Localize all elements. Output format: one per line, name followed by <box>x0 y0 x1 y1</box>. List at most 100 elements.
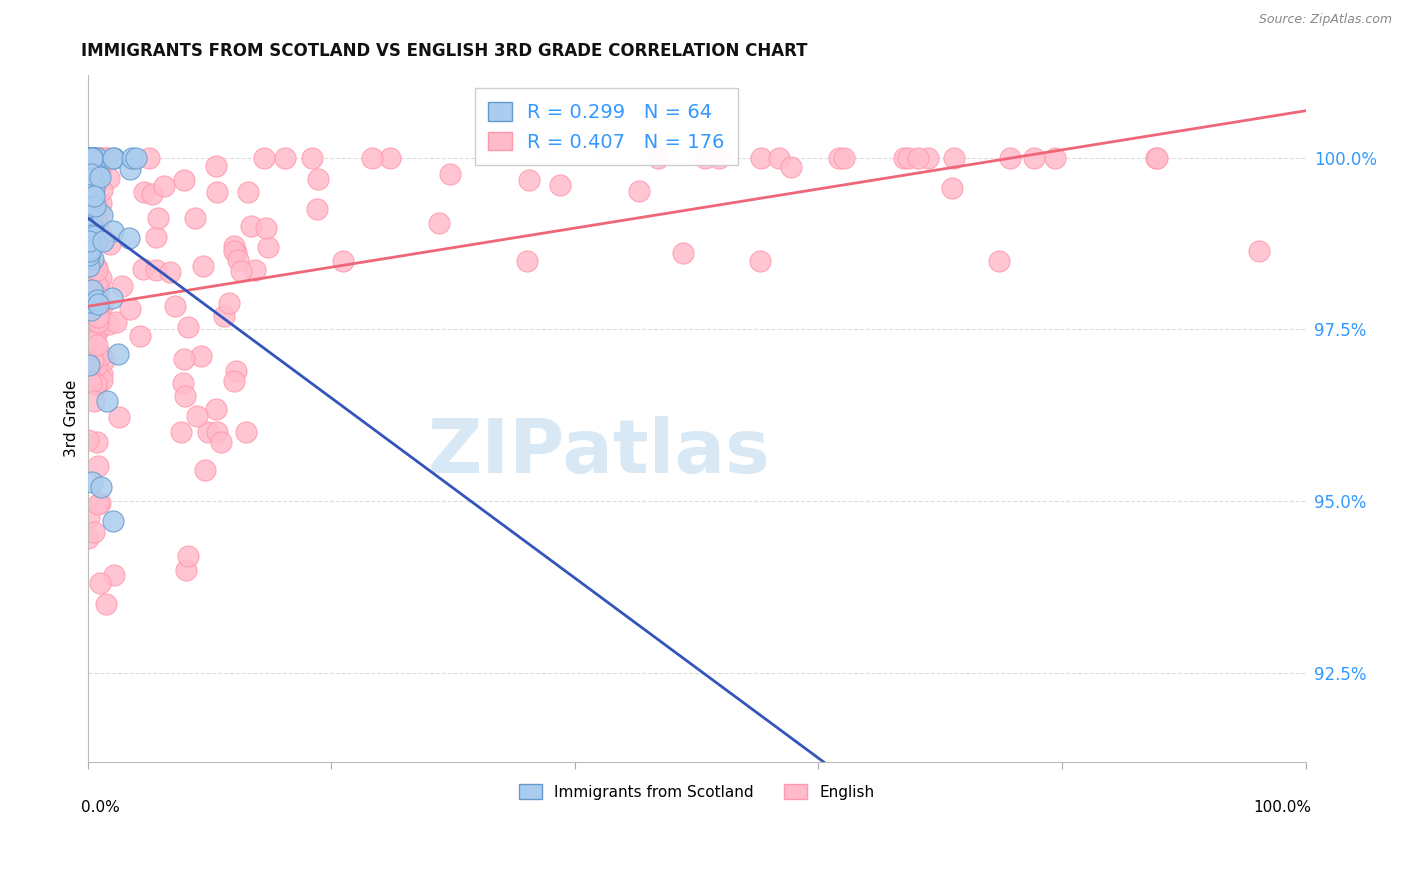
Point <box>86 278 108 293</box>
Point <box>897 151 920 165</box>
Point <box>91 151 114 165</box>
Point <box>79 156 101 170</box>
Point <box>190 349 212 363</box>
Point <box>832 151 855 165</box>
Point <box>77 151 100 165</box>
Point <box>229 264 252 278</box>
Point <box>86 368 108 383</box>
Point <box>96 597 118 611</box>
Point <box>893 151 915 165</box>
Point <box>83 188 105 202</box>
Point <box>225 364 247 378</box>
Point <box>86 263 108 277</box>
Point <box>145 230 167 244</box>
Point <box>77 151 100 165</box>
Point <box>332 253 354 268</box>
Point <box>222 244 245 258</box>
Point <box>86 434 108 449</box>
Point <box>301 151 323 165</box>
Point <box>1247 244 1270 258</box>
Point <box>86 234 108 248</box>
Point <box>103 151 125 165</box>
Point <box>96 394 118 409</box>
Point <box>98 171 121 186</box>
Point <box>77 368 100 383</box>
Point <box>83 229 105 244</box>
Point <box>79 151 101 165</box>
Text: 100.0%: 100.0% <box>1254 799 1312 814</box>
Point <box>257 240 280 254</box>
Point <box>83 180 105 194</box>
Point <box>83 330 105 344</box>
Point <box>82 252 104 266</box>
Point <box>80 167 103 181</box>
Point <box>177 549 200 563</box>
Point <box>998 151 1021 165</box>
Point <box>79 244 101 258</box>
Point <box>103 515 125 529</box>
Point <box>80 151 103 165</box>
Point <box>307 202 329 216</box>
Point <box>780 161 803 175</box>
Point <box>89 496 111 510</box>
Point <box>82 349 104 363</box>
Point <box>87 169 110 183</box>
Point <box>82 151 104 165</box>
Point <box>125 151 148 165</box>
Point <box>79 151 101 165</box>
Point <box>76 151 98 165</box>
Point <box>80 302 103 317</box>
Point <box>1146 151 1168 165</box>
Point <box>82 353 104 368</box>
Point <box>83 293 105 307</box>
Point <box>212 309 235 323</box>
Text: 0.0%: 0.0% <box>82 799 120 814</box>
Point <box>239 219 262 233</box>
Point <box>153 179 176 194</box>
Point <box>709 151 731 165</box>
Point <box>138 151 160 165</box>
Point <box>80 370 103 384</box>
Text: IMMIGRANTS FROM SCOTLAND VS ENGLISH 3RD GRADE CORRELATION CHART: IMMIGRANTS FROM SCOTLAND VS ENGLISH 3RD … <box>82 42 808 60</box>
Point <box>172 376 194 390</box>
Point <box>768 151 790 165</box>
Point <box>439 167 461 181</box>
Point <box>194 463 217 477</box>
Point <box>90 299 112 313</box>
Point <box>83 393 105 408</box>
Point <box>82 219 104 234</box>
Point <box>87 305 110 319</box>
Point <box>90 480 112 494</box>
Point <box>77 248 100 262</box>
Point <box>77 510 100 524</box>
Point <box>87 322 110 336</box>
Point <box>87 459 110 474</box>
Point <box>86 260 108 275</box>
Point <box>79 252 101 267</box>
Point <box>197 425 219 440</box>
Point <box>79 335 101 350</box>
Point <box>80 151 103 165</box>
Point <box>77 259 100 273</box>
Point <box>77 341 100 355</box>
Point <box>148 211 170 226</box>
Point <box>105 315 128 329</box>
Point <box>83 151 105 165</box>
Point <box>163 299 186 313</box>
Point <box>80 151 103 165</box>
Point <box>941 181 963 195</box>
Point <box>86 338 108 352</box>
Point <box>186 409 208 423</box>
Point <box>79 151 101 165</box>
Point <box>79 151 101 165</box>
Point <box>87 286 110 301</box>
Text: ZIPatlas: ZIPatlas <box>427 417 770 490</box>
Point <box>77 294 100 309</box>
Point <box>176 562 198 576</box>
Point <box>118 302 141 317</box>
Point <box>79 151 101 165</box>
Point <box>89 151 111 165</box>
Point <box>97 318 120 332</box>
Point <box>87 296 110 310</box>
Point <box>243 263 266 277</box>
